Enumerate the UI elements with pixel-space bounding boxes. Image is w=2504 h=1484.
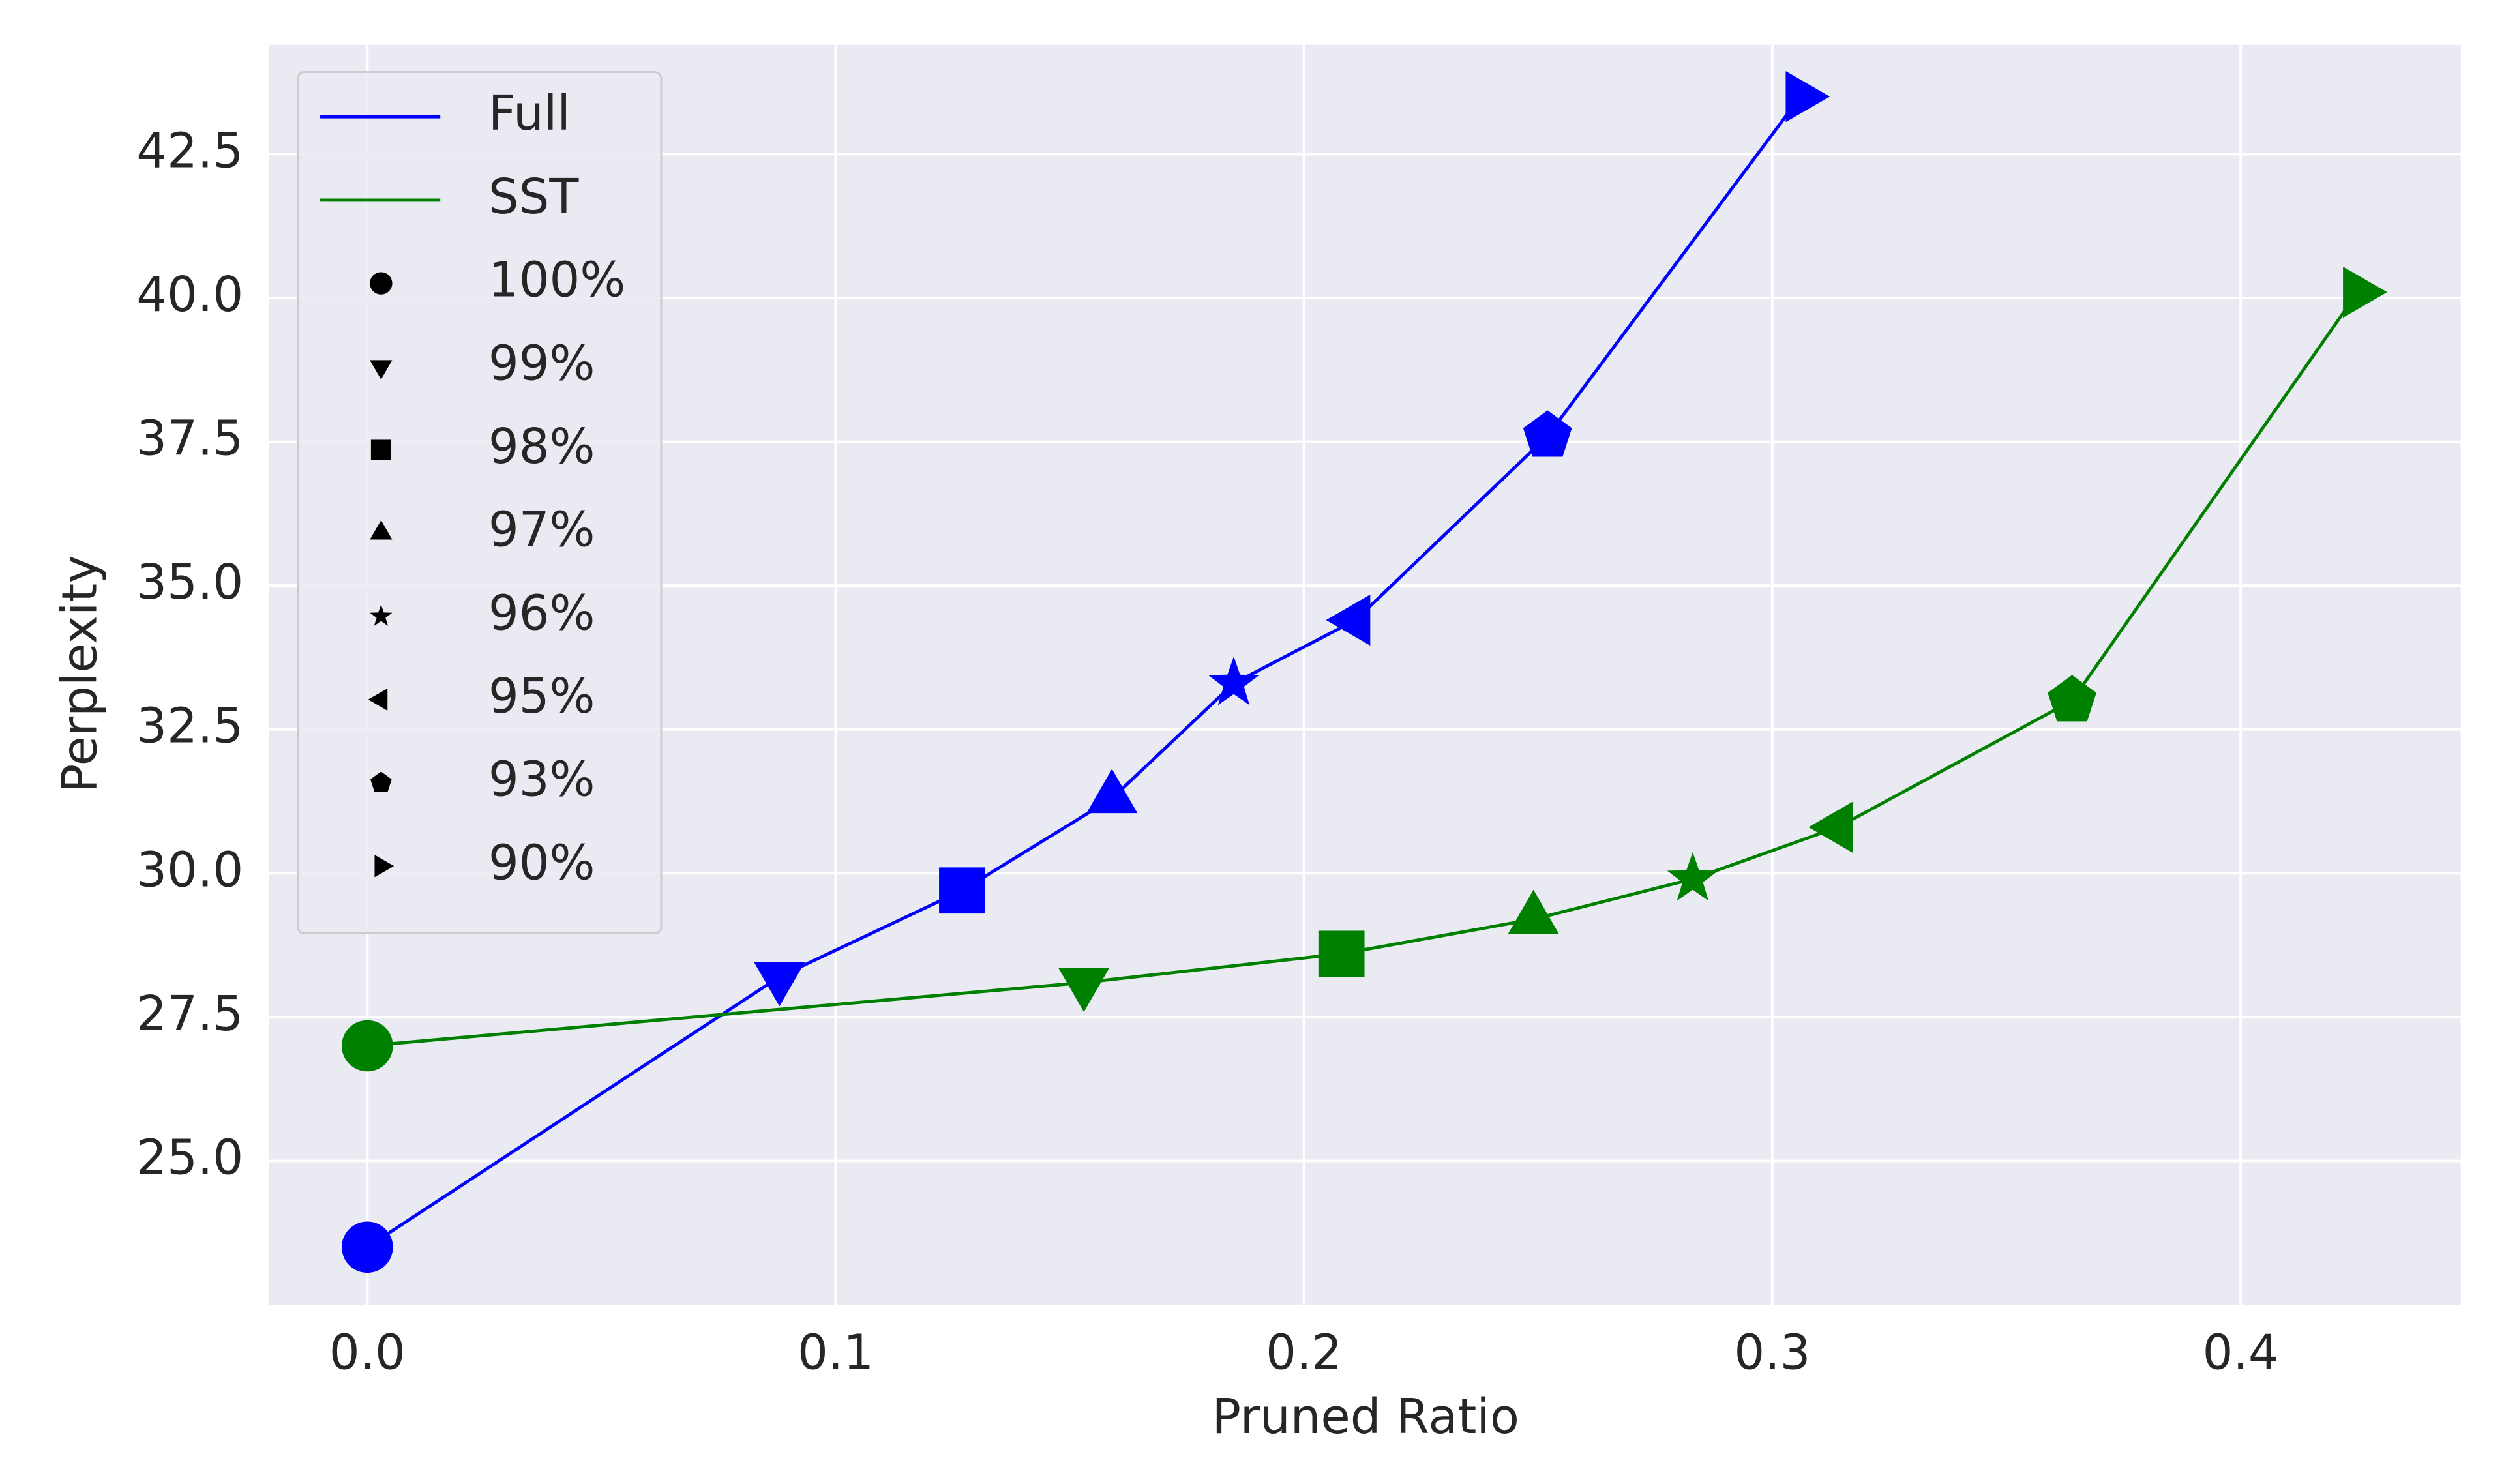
x-tick-label: 0.1 xyxy=(797,1326,874,1381)
marker xyxy=(2048,675,2096,722)
lines xyxy=(342,71,2387,1273)
y-tick-label: 27.5 xyxy=(136,987,243,1042)
y-tick-label: 35.0 xyxy=(136,555,243,610)
legend-label: 96% xyxy=(488,586,595,641)
y-tick-label: 30.0 xyxy=(136,842,243,898)
legend-label: 95% xyxy=(488,669,595,724)
marker xyxy=(754,962,805,1007)
legend-label: Full xyxy=(488,86,571,141)
y-tick-label: 42.5 xyxy=(136,123,243,179)
marker xyxy=(1318,930,1365,977)
legend-label: 100% xyxy=(488,253,626,308)
marker xyxy=(1523,410,1572,457)
y-axis-title: Perplexity xyxy=(53,555,108,793)
marker xyxy=(370,439,391,460)
marker xyxy=(1086,769,1138,814)
y-tick-label: 32.5 xyxy=(136,699,243,754)
marker xyxy=(342,1221,393,1273)
legend-label: 90% xyxy=(488,835,595,891)
marker xyxy=(342,1020,393,1072)
marker xyxy=(374,855,395,878)
marker xyxy=(370,520,393,540)
legend-label: 99% xyxy=(488,336,595,391)
marker xyxy=(1667,852,1719,901)
y-tick-label: 37.5 xyxy=(136,411,243,467)
x-tick-label: 0.0 xyxy=(329,1326,406,1381)
marker xyxy=(1808,801,1853,853)
marker xyxy=(1208,656,1260,705)
x-tick-label: 0.2 xyxy=(1266,1326,1342,1381)
legend-label: 93% xyxy=(488,752,595,808)
series-line xyxy=(366,95,1802,1249)
x-tick-label: 0.3 xyxy=(1734,1326,1810,1381)
legend: Full SST 100% 99% 98% 97% 96% 95% 93% 90% xyxy=(297,71,663,934)
x-axis-title: Pruned Ratio xyxy=(1212,1389,1519,1445)
legend-label: 97% xyxy=(488,503,595,558)
marker xyxy=(370,272,393,295)
marker xyxy=(1508,889,1559,934)
legend-label: 98% xyxy=(488,419,595,475)
marker xyxy=(370,360,393,380)
y-tick-label: 40.0 xyxy=(136,267,243,323)
marker xyxy=(939,867,985,914)
marker xyxy=(1785,71,1830,123)
marker xyxy=(1058,968,1110,1013)
marker xyxy=(368,688,388,711)
marker xyxy=(370,771,392,792)
legend-label: SST xyxy=(488,170,579,225)
x-tick-label: 0.4 xyxy=(2203,1326,2279,1381)
marker xyxy=(1326,594,1371,646)
marker xyxy=(2343,267,2387,318)
series-line xyxy=(367,291,2359,1048)
marker xyxy=(370,604,393,626)
y-tick-label: 25.0 xyxy=(136,1130,243,1185)
